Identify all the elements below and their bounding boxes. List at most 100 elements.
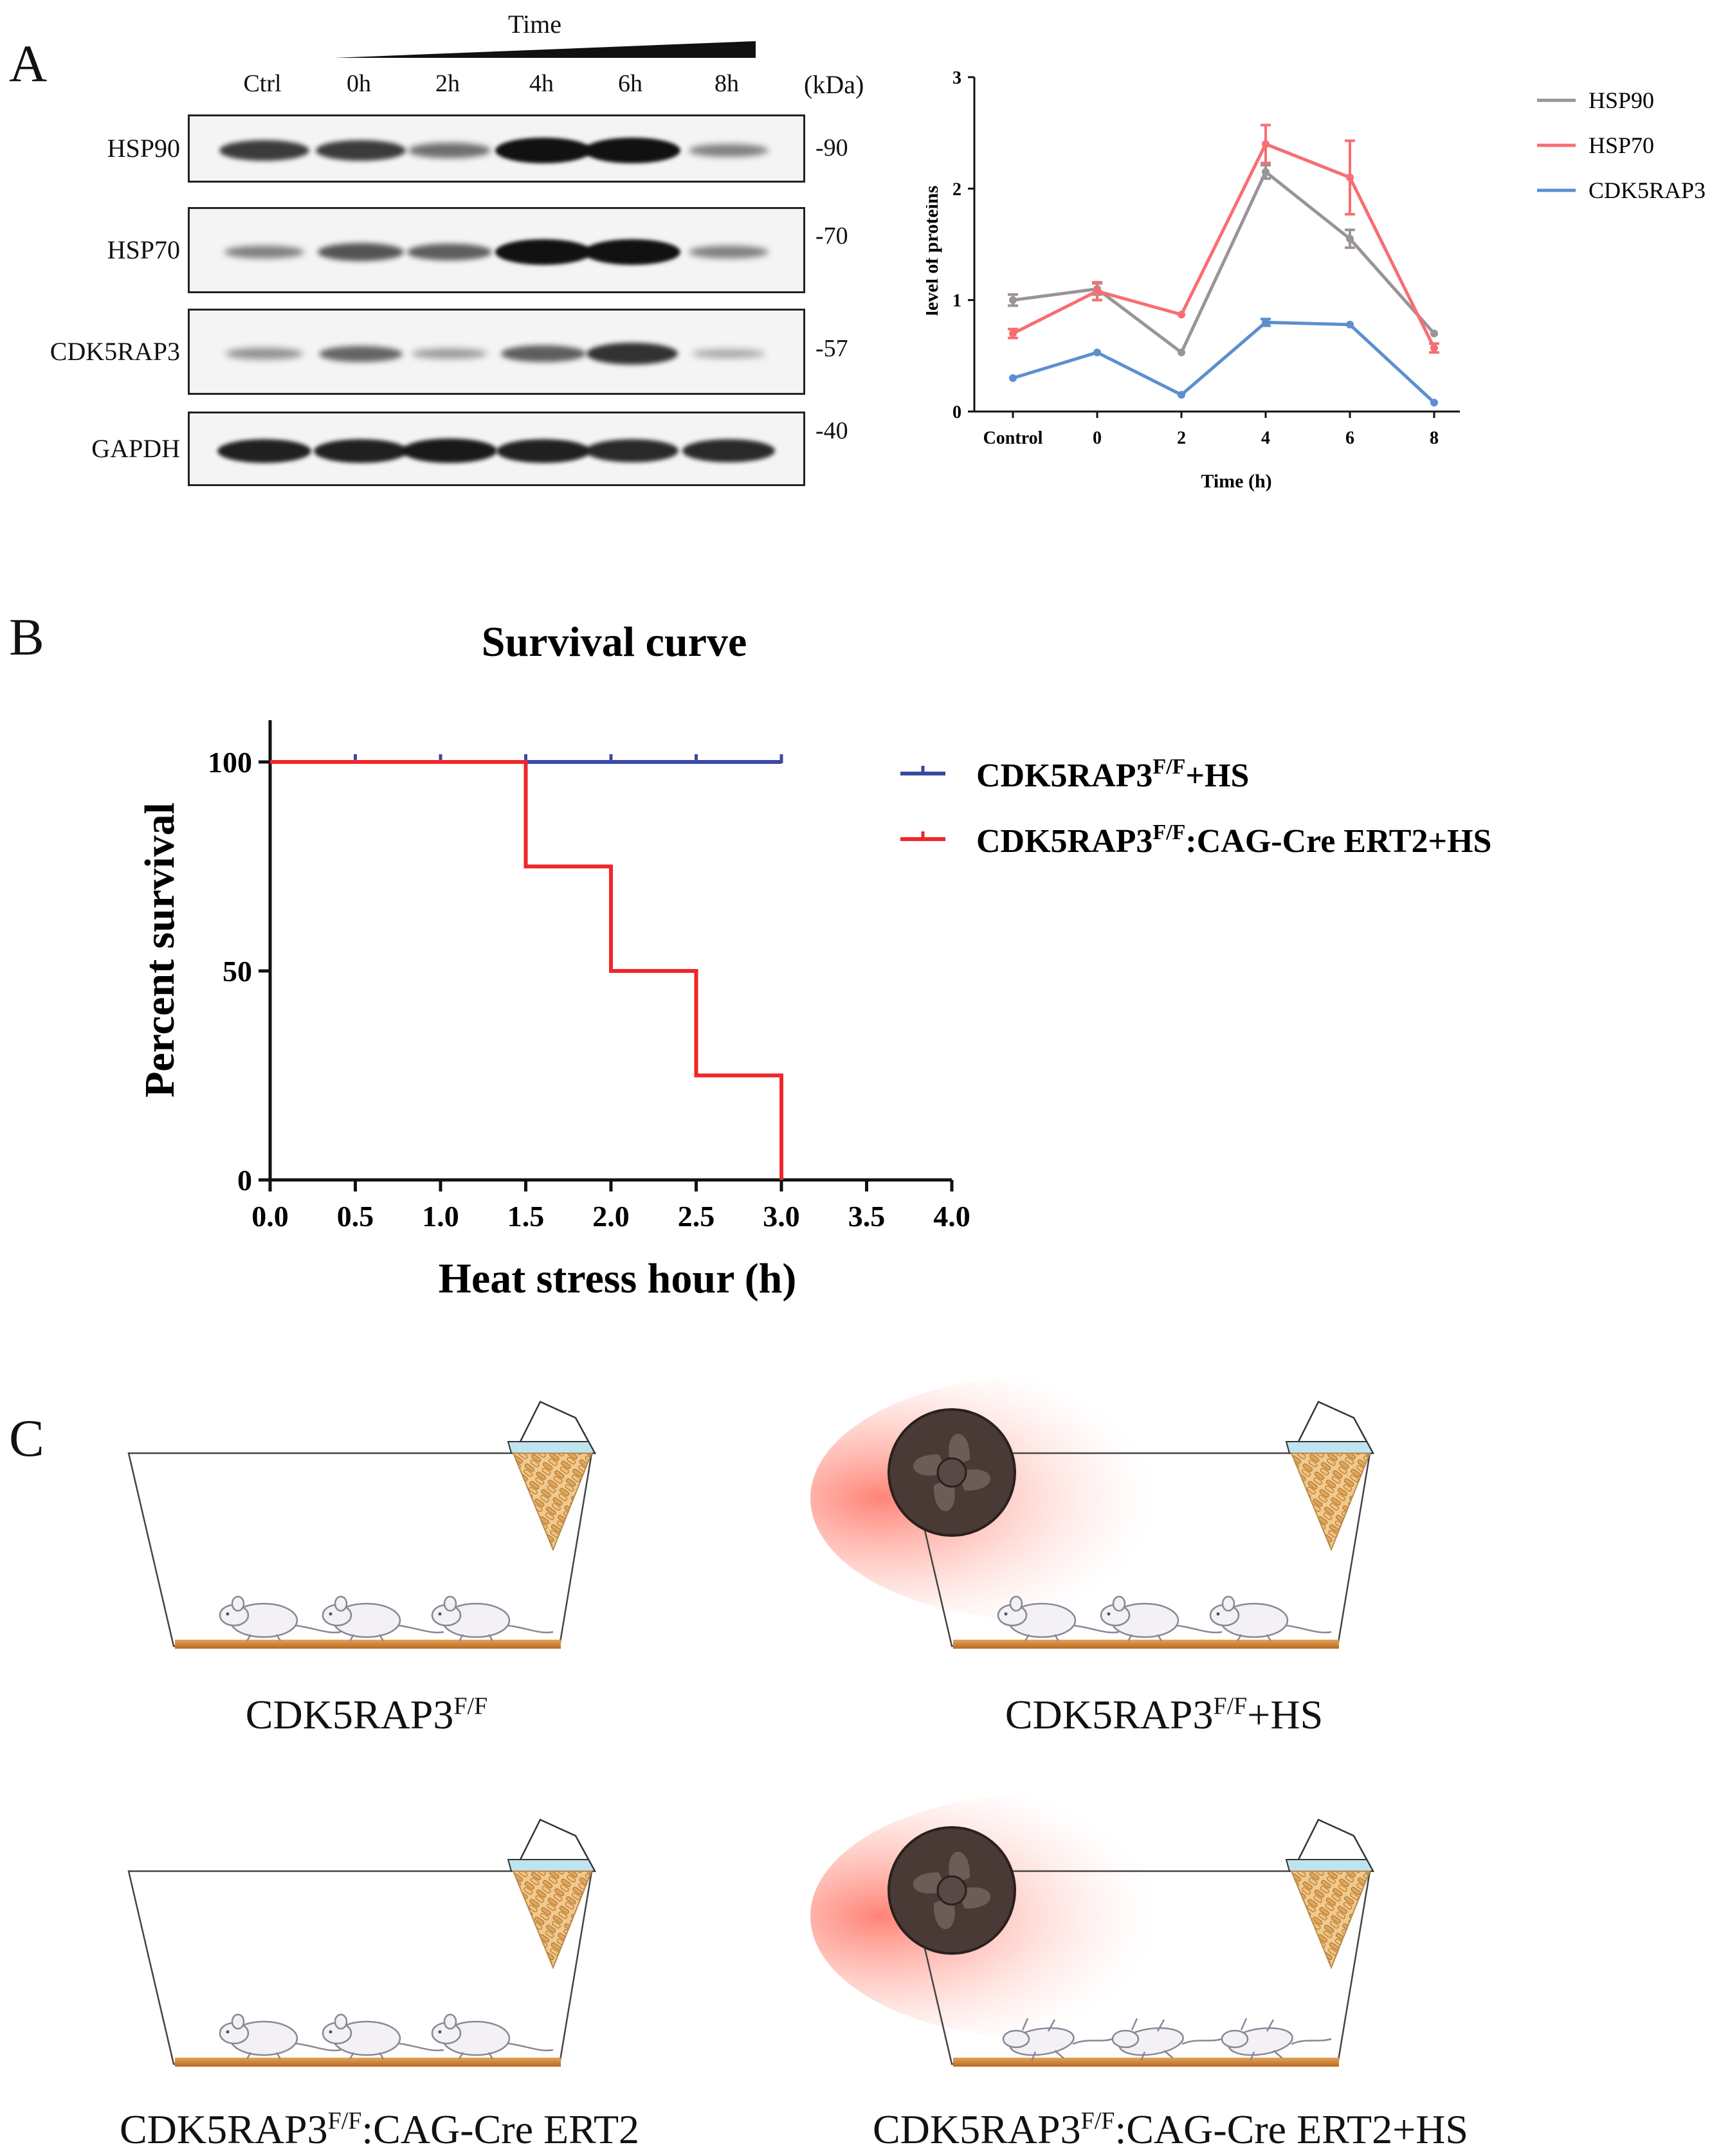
- survival-chart: Survival curve 0 50 100 0.0 0.5 1.0 1.5 2.0 2.5 3.…: [136, 619, 1491, 1302]
- blot-band: [587, 343, 678, 365]
- series-line: [1012, 169, 1435, 355]
- x-axis-label: Time (h): [1201, 471, 1271, 492]
- y-tick-label: 100: [208, 746, 252, 779]
- y-axis-label: Percent survival: [136, 802, 183, 1098]
- x-tick-label: 0.0: [251, 1200, 289, 1233]
- panel-c-letter: C: [9, 1409, 44, 1467]
- x-tick-label: 4.0: [933, 1200, 970, 1233]
- kda-header: (kDa): [804, 70, 864, 99]
- x-tick-label: 0: [1093, 428, 1102, 448]
- data-point: [1430, 399, 1438, 407]
- data-point: [1346, 235, 1354, 243]
- blot-band: [316, 140, 406, 161]
- x-tick-label: 4: [1261, 428, 1270, 448]
- x-tick-label: Control: [983, 428, 1043, 448]
- legend-label: CDK5RAP3: [1589, 177, 1706, 203]
- x-tick-label: 0.5: [337, 1200, 374, 1233]
- protein-label: CDK5RAP3: [50, 337, 180, 366]
- kda-marker: -90: [815, 134, 848, 161]
- lane-label: 8h: [715, 70, 739, 97]
- blot-band: [217, 439, 311, 463]
- cage-knockout: [127, 1818, 596, 2067]
- data-point: [1262, 318, 1270, 327]
- data-point: [1009, 329, 1017, 338]
- cage-illustrations: [127, 1376, 1374, 2067]
- data-point: [1093, 287, 1101, 295]
- x-axis-label: Heat stress hour (h): [439, 1255, 797, 1302]
- blot-band: [495, 138, 592, 163]
- x-tick-label: 1.5: [507, 1200, 545, 1233]
- data-point: [1009, 374, 1017, 382]
- lane-label: 4h: [529, 70, 554, 97]
- y-tick-label: 1: [952, 291, 961, 311]
- kda-marker: -70: [815, 222, 848, 249]
- panel-b-letter: B: [9, 608, 44, 666]
- x-tick-label: 2: [1177, 428, 1186, 448]
- blot-band: [584, 138, 680, 163]
- blot-band: [689, 143, 769, 158]
- protein-label: GAPDH: [91, 434, 180, 463]
- blot-band: [495, 239, 592, 265]
- blot-strip: [188, 207, 805, 293]
- lane-label: Ctrl: [243, 70, 282, 97]
- data-point: [1346, 174, 1354, 181]
- lane-label: 2h: [435, 70, 460, 97]
- blot-strip: [188, 114, 805, 183]
- group-label-knockout-heat-stress: CDK5RAP3F/F:CAG-Cre ERT2+HS: [872, 2106, 1468, 2152]
- blot-strip: [188, 412, 805, 486]
- blot-band: [412, 349, 487, 359]
- legend-label: CDK5RAP3F/F:CAG-Cre ERT2+HS: [976, 820, 1491, 860]
- blot-band: [682, 439, 775, 462]
- data-point: [1009, 296, 1017, 304]
- y-tick-label: 50: [223, 955, 252, 988]
- data-point: [1178, 391, 1185, 399]
- series-line: [1012, 320, 1435, 404]
- blot-band: [689, 245, 769, 259]
- blot-strip: [188, 309, 805, 395]
- kda-marker: -57: [815, 335, 848, 362]
- protein-label: HSP70: [107, 235, 180, 264]
- data-point: [1178, 311, 1185, 319]
- cage-knockout-heat-stress: [810, 1794, 1374, 2067]
- data-point: [1093, 349, 1101, 357]
- legend-label: CDK5RAP3F/F+HS: [976, 755, 1249, 794]
- blot-band: [408, 143, 491, 158]
- legend-label: HSP70: [1589, 132, 1654, 158]
- chart-title: Survival curve: [482, 619, 747, 666]
- x-tick-label: 2.5: [678, 1200, 715, 1233]
- legend-label: HSP90: [1589, 87, 1654, 113]
- x-tick-label: 3.5: [848, 1200, 886, 1233]
- data-point: [1178, 349, 1185, 357]
- data-point: [1430, 329, 1438, 338]
- group-label-knockout: CDK5RAP3F/F:CAG-Cre ERT2: [119, 2106, 640, 2152]
- survival-step-line: [270, 760, 783, 1180]
- blot-band: [501, 345, 586, 363]
- time-gradient-wedge: [334, 41, 756, 58]
- x-tick-label: 8: [1430, 428, 1439, 448]
- y-tick-label: 2: [952, 179, 961, 199]
- series-line: [1012, 141, 1436, 349]
- blot-band: [402, 438, 497, 464]
- blot-band: [586, 439, 678, 462]
- x-tick-label: 3.0: [763, 1200, 800, 1233]
- kda-marker: -40: [815, 417, 848, 444]
- data-point: [1346, 320, 1354, 329]
- protein-label: HSP90: [107, 134, 180, 163]
- panel-a-letter: A: [9, 34, 48, 93]
- cage-heat-stress: [810, 1376, 1374, 1649]
- data-point: [1262, 140, 1270, 148]
- blot-band: [496, 439, 590, 463]
- protein-level-chart: 0 1 2 3 Control 0 2 4 6 8 Time (h) level of protein…: [926, 68, 1706, 492]
- blot-band: [226, 348, 303, 359]
- blot-band: [318, 243, 404, 261]
- blot-band: [314, 439, 408, 463]
- y-tick-label: 0: [237, 1164, 252, 1197]
- y-tick-label: 3: [952, 68, 961, 88]
- x-tick-label: 2.0: [592, 1200, 630, 1233]
- y-tick-label: 0: [952, 403, 961, 422]
- data-point: [1430, 344, 1438, 352]
- blot-band: [691, 349, 766, 358]
- blot-band: [319, 345, 403, 362]
- cage-control: [127, 1400, 596, 1649]
- blot-band: [224, 245, 304, 259]
